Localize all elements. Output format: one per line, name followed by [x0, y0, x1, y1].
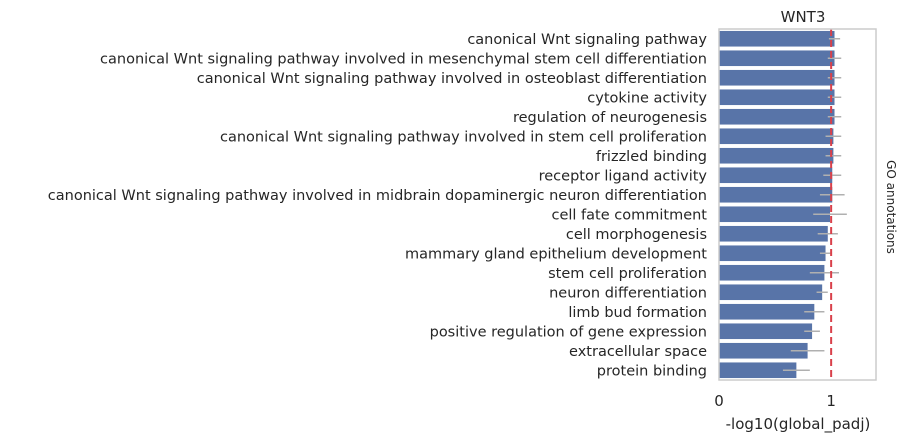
category-label: extracellular space — [569, 344, 707, 360]
chart-title: WNT3 — [781, 8, 826, 26]
x-tick-label: 0 — [714, 392, 724, 410]
bar — [719, 264, 825, 281]
category-label: stem cell proliferation — [548, 266, 707, 282]
bar — [719, 284, 823, 301]
category-label: canonical Wnt signaling pathway involved… — [220, 129, 707, 145]
category-label: cytokine activity — [587, 90, 707, 106]
category-label: receptor ligand activity — [539, 168, 708, 184]
bar — [719, 303, 815, 320]
category-label: cell morphogenesis — [566, 227, 707, 243]
category-label: cell fate commitment — [552, 207, 708, 223]
bar — [719, 128, 834, 145]
category-label: canonical Wnt signaling pathway involved… — [197, 71, 707, 87]
category-label: mammary gland epithelium development — [405, 246, 707, 262]
category-label: regulation of neurogenesis — [513, 110, 707, 126]
bar — [719, 108, 835, 125]
category-label: limb bud formation — [568, 305, 707, 321]
bar — [719, 50, 835, 67]
bar — [719, 30, 835, 47]
bar — [719, 69, 835, 86]
category-label: canonical Wnt signaling pathway involved… — [100, 51, 707, 67]
bar — [719, 225, 828, 242]
bar — [719, 245, 826, 262]
plot-frame — [718, 28, 877, 381]
bar — [719, 206, 831, 223]
category-label: protein binding — [597, 363, 707, 379]
category-label: canonical Wnt signaling pathway involved… — [48, 188, 707, 204]
category-label: canonical Wnt signaling pathway — [467, 32, 707, 48]
error-bars-group — [782, 38, 847, 371]
bars-group — [719, 30, 835, 379]
bar — [719, 167, 833, 184]
category-label: positive regulation of gene expression — [430, 324, 707, 340]
bar — [719, 186, 833, 203]
x-axis-label: -log10(global_padj) — [726, 415, 871, 434]
x-tick-label: 1 — [826, 392, 836, 410]
bar — [719, 362, 797, 379]
bar — [719, 323, 813, 340]
category-label: neuron differentiation — [549, 285, 707, 301]
y-axis-label-right: GO annotations — [884, 160, 898, 254]
bar — [719, 89, 835, 106]
bar — [719, 342, 808, 359]
category-label: frizzled binding — [596, 149, 707, 165]
category-labels-group: canonical Wnt signaling pathway canonical… — [48, 32, 708, 380]
bar — [719, 147, 834, 164]
